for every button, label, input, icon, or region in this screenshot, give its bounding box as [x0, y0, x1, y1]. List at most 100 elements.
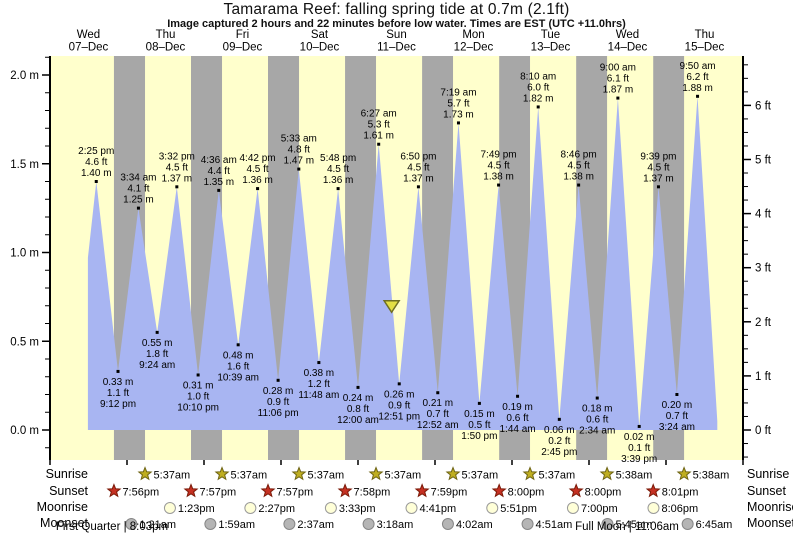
sunrise-time: 5:37am [539, 470, 576, 482]
low-tide-feet-label: 1.6 ft [227, 361, 249, 372]
sunset-icon [337, 483, 353, 498]
moonset-icon [681, 518, 694, 530]
high-tide-time-label: 7:49 pm [481, 150, 517, 161]
low-tide-metres-label: 0.48 m [223, 350, 254, 361]
high-tide-metres-label: 1.40 m [81, 168, 112, 179]
low-tide-time-label: 11:48 am [298, 390, 339, 401]
low-tide-metres-label: 0.31 m [183, 380, 214, 391]
sunset-time: 8:00pm [585, 487, 622, 499]
high-tide-time-label: 5:33 am [281, 134, 317, 145]
low-tide-metres-label: 0.38 m [304, 368, 335, 379]
high-tide-time-label: 4:36 am [201, 155, 237, 166]
low-tide-metres-label: 0.15 m [464, 409, 495, 420]
tide-point-dot [397, 382, 401, 386]
low-tide-time-label: 3:24 am [659, 422, 695, 433]
sunrise-icon [445, 466, 461, 481]
high-tide-feet-label: 4.5 ft [647, 162, 669, 173]
low-tide-time-label: 12:51 pm [378, 411, 420, 422]
moonrise-row-label-left: Moonrise [36, 500, 88, 514]
high-tide-metres-label: 1.37 m [403, 173, 434, 184]
low-tide-feet-label: 0.7 ft [427, 409, 449, 420]
high-tide-time-label: 7:19 am [440, 87, 476, 98]
sunset-time: 7:56pm [122, 487, 159, 499]
low-tide-time-label: 2:34 am [579, 426, 615, 437]
moonrise-time: 8:06pm [661, 503, 698, 515]
moonset-icon [283, 518, 296, 530]
day-header-date: 09–Dec [223, 42, 263, 54]
day-header-dow: Tue [541, 29, 560, 41]
sunset-icon [183, 483, 199, 498]
tide-point-dot [675, 393, 679, 396]
moonrise-row-label-right: Moonrise [747, 500, 793, 514]
right-axis-tick-label: 2 ft [755, 317, 772, 329]
high-tide-feet-label: 4.5 ft [407, 162, 429, 173]
moonrise-time: 3:33pm [339, 503, 376, 515]
right-axis-tick-label: 0 ft [755, 425, 772, 437]
high-tide-time-label: 4:42 pm [240, 153, 276, 164]
day-header-date: 13–Dec [531, 42, 571, 54]
sunset-icon [645, 483, 661, 498]
tide-point-dot [536, 105, 540, 109]
low-tide-feet-label: 0.7 ft [666, 411, 688, 422]
high-tide-metres-label: 1.36 m [323, 175, 354, 186]
high-tide-time-label: 8:10 am [520, 71, 556, 82]
moonset-time: 1:59am [218, 519, 255, 531]
high-tide-metres-label: 1.73 m [443, 109, 474, 120]
capture-time-marker-icon [382, 300, 401, 314]
chart-subtitle: Image captured 2 hours and 22 minutes be… [167, 17, 626, 30]
low-tide-time-label: 11:06 pm [258, 408, 299, 419]
tide-point-dot [637, 424, 641, 428]
sunrise-icon [368, 466, 384, 481]
high-tide-feet-label: 4.4 ft [208, 166, 230, 177]
high-tide-feet-label: 4.5 ft [246, 164, 268, 175]
tide-point-dot [297, 167, 301, 171]
low-tide-feet-label: 0.8 ft [347, 404, 369, 415]
sunrise-time: 5:37am [385, 470, 422, 482]
tide-point-dot [175, 185, 179, 189]
low-tide-metres-label: 0.21 m [422, 398, 453, 409]
high-tide-feet-label: 4.5 ft [327, 164, 349, 175]
low-tide-feet-label: 0.2 ft [548, 436, 570, 447]
low-tide-feet-label: 1.2 ft [308, 379, 330, 390]
low-tide-feet-label: 0.6 ft [506, 413, 528, 424]
high-tide-time-label: 6:50 pm [400, 151, 436, 162]
sunset-icon [106, 483, 122, 498]
sunset-row-label-right: Sunset [747, 484, 786, 498]
tide-point-dot [356, 385, 360, 389]
low-tide-feet-label: 0.9 ft [267, 397, 289, 408]
high-tide-feet-label: 4.5 ft [166, 162, 188, 173]
tide-point-dot [477, 401, 481, 405]
low-tide-time-label: 12:00 am [337, 415, 379, 426]
high-tide-metres-label: 1.35 m [203, 177, 234, 188]
sunrise-time: 5:37am [231, 470, 268, 482]
low-tide-metres-label: 0.26 m [384, 389, 415, 400]
high-tide-metres-label: 1.25 m [123, 195, 154, 206]
high-tide-metres-label: 1.38 m [563, 172, 594, 183]
day-header-date: 08–Dec [146, 42, 186, 54]
tide-point-dot [497, 183, 501, 187]
day-header-dow: Thu [695, 29, 715, 41]
sunset-row-label-left: Sunset [49, 484, 88, 498]
high-tide-feet-label: 4.5 ft [487, 161, 509, 172]
high-tide-time-label: 2:25 pm [78, 146, 114, 157]
moonset-icon [204, 518, 217, 530]
sunrise-time: 5:37am [308, 470, 345, 482]
moonset-icon [601, 518, 614, 530]
low-tide-metres-label: 0.06 m [544, 425, 575, 436]
sunset-time: 7:57pm [277, 487, 314, 499]
sunrise-icon [291, 466, 307, 481]
moonrise-time: 1:23pm [178, 503, 215, 515]
first-quarter-annotation: First Quarter | 8:03pm [55, 521, 169, 533]
moonset-time: 6:45am [696, 519, 733, 531]
high-tide-metres-label: 1.36 m [242, 175, 273, 186]
moonset-icon [362, 518, 375, 530]
tide-point-dot [217, 188, 221, 192]
high-tide-metres-label: 1.37 m [643, 173, 674, 184]
left-axis-tick-label: 0.0 m [10, 425, 39, 437]
low-tide-feet-label: 0.1 ft [628, 443, 650, 454]
tide-point-dot [436, 391, 440, 395]
day-header-dow: Fri [236, 29, 249, 41]
tide-point-dot [557, 417, 561, 421]
moonset-time: 5:45am [615, 519, 652, 531]
